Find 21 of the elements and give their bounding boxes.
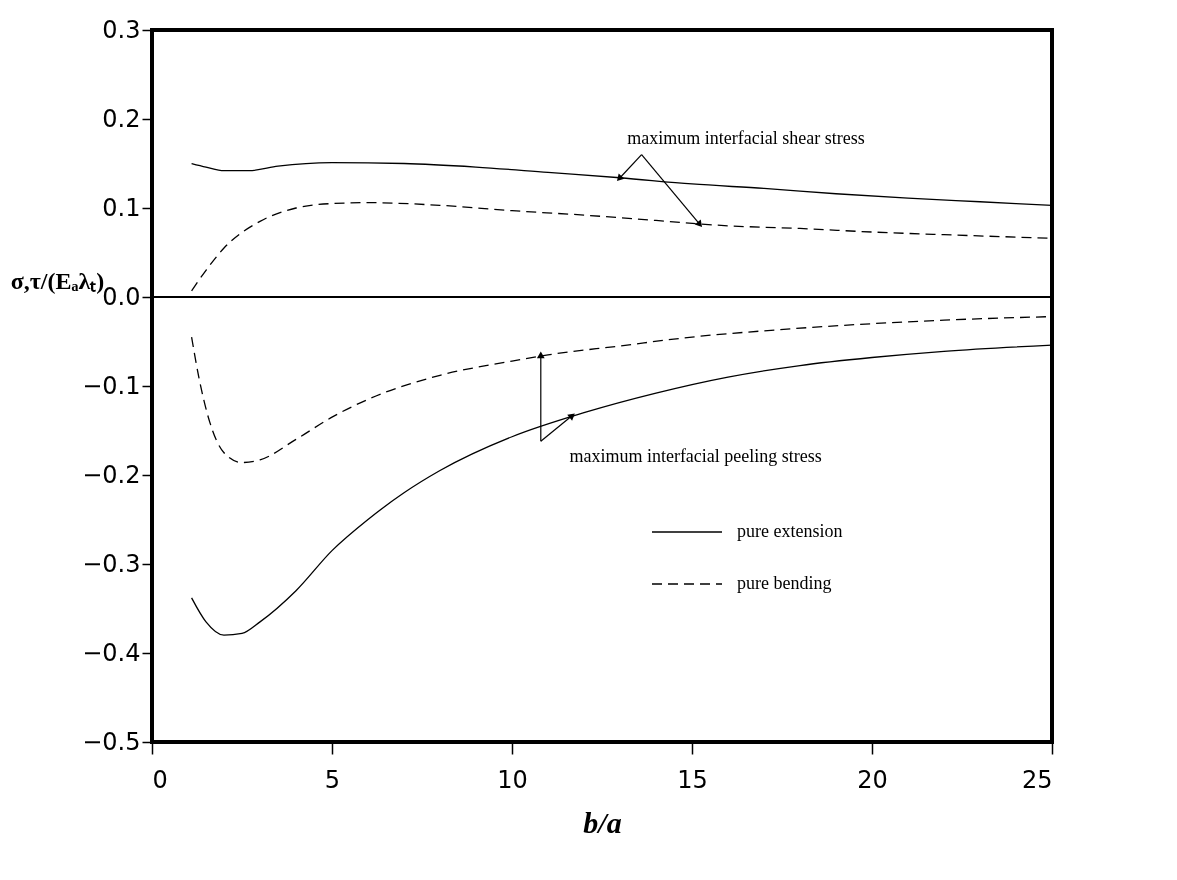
x-tick-label: 20 — [857, 765, 888, 794]
y-tick-label: 0.0 — [102, 282, 141, 311]
annotation: maximum interfacial shear stress — [627, 127, 865, 148]
y-tick-label: 0.3 — [102, 15, 141, 44]
x-tick-label: 0 — [152, 765, 168, 794]
x-tick-label: 25 — [1021, 765, 1053, 794]
y-tick-label: −0.1 — [82, 371, 141, 400]
x-tick-label: 10 — [497, 765, 528, 794]
y-tick-label: −0.5 — [82, 727, 141, 756]
annotation: maximum interfacial peeling stress — [569, 446, 822, 467]
y-tick-label: −0.2 — [82, 460, 141, 489]
x-axis-title: b/a — [583, 805, 622, 839]
legend-label: pure extension — [737, 521, 843, 541]
y-axis-title: σ,τ/(Eₐλₜ) — [10, 267, 105, 294]
y-tick-label: −0.3 — [82, 549, 141, 578]
y-tick-label: 0.1 — [102, 193, 141, 222]
x-tick-label: 15 — [677, 765, 708, 794]
y-tick-label: 0.2 — [102, 104, 141, 133]
legend-label: pure bending — [737, 573, 832, 593]
y-tick-label: −0.4 — [82, 638, 141, 667]
x-tick-label: 5 — [324, 765, 341, 794]
